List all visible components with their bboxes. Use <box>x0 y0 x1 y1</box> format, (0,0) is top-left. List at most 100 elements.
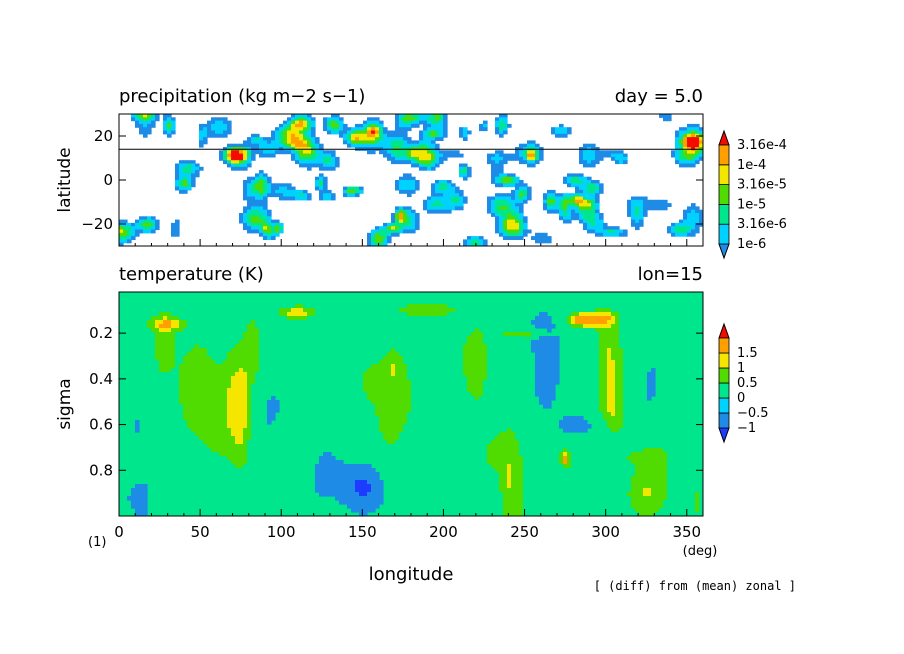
temp-cell <box>419 372 424 377</box>
temp-cell <box>607 308 612 313</box>
precip-cell <box>595 206 600 211</box>
temp-cell <box>499 348 504 353</box>
precip-field <box>119 114 703 246</box>
temp-cell <box>143 324 148 329</box>
temp-cell <box>551 392 556 397</box>
precip-cell <box>495 156 500 161</box>
temp-cell <box>595 304 600 309</box>
precip-cell <box>171 226 176 231</box>
temp-cell <box>151 356 156 361</box>
precip-cell <box>303 196 308 201</box>
temp-cell <box>479 324 484 329</box>
precip-cell <box>147 120 152 125</box>
precip-cell <box>395 137 400 141</box>
temp-cell <box>243 312 248 317</box>
temp-cell <box>127 304 132 309</box>
temp-cell <box>199 368 204 373</box>
temp-cell <box>199 396 204 401</box>
temp-cell <box>439 384 444 389</box>
precip-cell <box>391 156 396 161</box>
temp-cell <box>387 336 392 341</box>
temp-cell <box>415 384 420 389</box>
temp-cell <box>399 292 404 297</box>
temp-cell <box>583 308 588 313</box>
precip-cell <box>511 229 516 234</box>
precip-cell <box>499 163 504 168</box>
precip-cell <box>255 143 260 148</box>
precip-cell <box>211 133 216 138</box>
temp-cell <box>383 320 388 325</box>
temp-cell <box>151 348 156 353</box>
temp-cell <box>235 328 240 333</box>
temp-cell <box>383 300 388 305</box>
precip-cell <box>255 229 260 234</box>
temp-cell <box>587 332 592 337</box>
precip-cell <box>171 229 176 234</box>
precip-cell <box>395 186 400 191</box>
precip-cell <box>691 160 696 165</box>
temp-cell <box>591 324 596 329</box>
precip-cell <box>187 183 192 188</box>
precip-cell <box>203 130 208 135</box>
temp-cell <box>587 300 592 305</box>
precip-cell <box>551 130 556 135</box>
precip-cell <box>687 213 692 217</box>
precip-cell <box>259 183 264 188</box>
temp-cell <box>187 372 192 377</box>
temp-cell <box>431 348 436 353</box>
precip-cell <box>579 196 584 201</box>
temp-cell <box>575 348 580 353</box>
temp-cell <box>119 292 124 297</box>
precip-cell <box>519 226 524 231</box>
precip-cell <box>151 226 156 231</box>
precip-cell <box>311 160 316 165</box>
temp-cell <box>223 352 228 357</box>
precip-cell <box>427 156 432 161</box>
temp-cell <box>179 344 184 349</box>
precip-cell <box>283 143 288 148</box>
temp-cell <box>487 308 492 313</box>
temp-cell <box>235 392 240 397</box>
temp-cell <box>455 368 460 373</box>
precip-cell <box>331 130 336 135</box>
precip-cell <box>475 236 480 240</box>
temp-cell <box>451 376 456 381</box>
temp-cell <box>579 356 584 361</box>
precip-cell <box>183 183 188 188</box>
temp-cell <box>151 360 156 365</box>
temp-cell <box>199 304 204 309</box>
temp-cell <box>667 392 672 397</box>
precip-cell <box>683 213 688 217</box>
temp-cell <box>359 316 364 321</box>
temp-cell <box>607 376 612 381</box>
temp-cell <box>195 352 200 357</box>
temp-cell <box>247 292 252 297</box>
temp-cell <box>675 332 680 337</box>
temp-cell <box>231 296 236 301</box>
temp-cell <box>603 316 608 321</box>
precip-cell <box>123 219 128 224</box>
temp-cell <box>155 316 160 321</box>
temp-cell <box>535 360 540 365</box>
temp-cell <box>243 320 248 325</box>
precip-cell <box>219 130 224 135</box>
precip-cell <box>275 189 280 194</box>
temp-cell <box>627 332 632 337</box>
temp-cell <box>607 348 612 353</box>
temp-cell <box>631 368 636 373</box>
precip-cell <box>595 189 600 194</box>
temp-cell <box>163 372 168 377</box>
temp-cell <box>651 368 656 373</box>
temp-cell <box>463 356 468 361</box>
precip-cell <box>563 176 568 181</box>
temp-cell <box>163 388 168 393</box>
temp-cell <box>411 348 416 353</box>
temp-cell <box>359 340 364 345</box>
precip-cell <box>559 127 564 132</box>
temp-cell <box>495 348 500 353</box>
temp-cell <box>319 316 324 321</box>
temp-cell <box>235 372 240 377</box>
temp-cell <box>195 316 200 321</box>
temp-cell <box>547 384 552 389</box>
temp-cell <box>215 372 220 377</box>
